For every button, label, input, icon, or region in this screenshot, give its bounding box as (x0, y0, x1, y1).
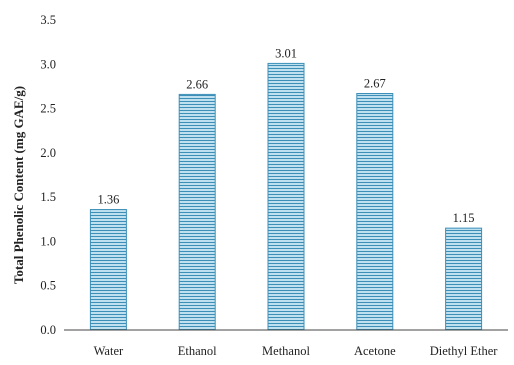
bar (356, 93, 394, 331)
bar (445, 227, 483, 331)
x-category-label: Ethanol (178, 344, 217, 358)
y-tick-label: 0.0 (40, 323, 56, 337)
bar (267, 62, 305, 331)
y-tick-label: 0.5 (40, 279, 56, 293)
y-tick-label: 3.0 (40, 57, 56, 71)
data-label: 3.01 (275, 46, 297, 60)
x-category-label: Diethyl Ether (430, 344, 499, 358)
x-category-label: Acetone (354, 344, 396, 358)
y-tick-label: 1.0 (40, 234, 56, 248)
bar (89, 209, 127, 331)
y-tick-label: 2.5 (40, 102, 56, 116)
y-tick-label: 1.5 (40, 190, 56, 204)
x-axis: Water Ethanol Methanol Acetone Diethyl Ether (94, 344, 499, 358)
bar (178, 93, 216, 331)
y-axis: 0.0 0.5 1.0 1.5 2.0 2.5 3.0 3.5 (40, 13, 56, 337)
y-tick-label: 3.5 (40, 13, 56, 27)
y-axis-label-group: Total Phenolic Content (mg GAE/g) (11, 86, 26, 284)
y-tick-label: 2.0 (40, 146, 56, 160)
data-label: 1.36 (97, 193, 119, 207)
x-category-label: Methanol (262, 344, 310, 358)
bar-series (89, 62, 483, 331)
data-label: 2.66 (186, 77, 208, 91)
data-label: 2.67 (364, 77, 386, 91)
data-label: 1.15 (453, 211, 475, 225)
x-category-label: Water (94, 344, 124, 358)
data-labels: 1.36 2.66 3.01 2.67 1.15 (97, 46, 474, 225)
y-axis-label: Total Phenolic Content (mg GAE/g) (11, 86, 26, 284)
